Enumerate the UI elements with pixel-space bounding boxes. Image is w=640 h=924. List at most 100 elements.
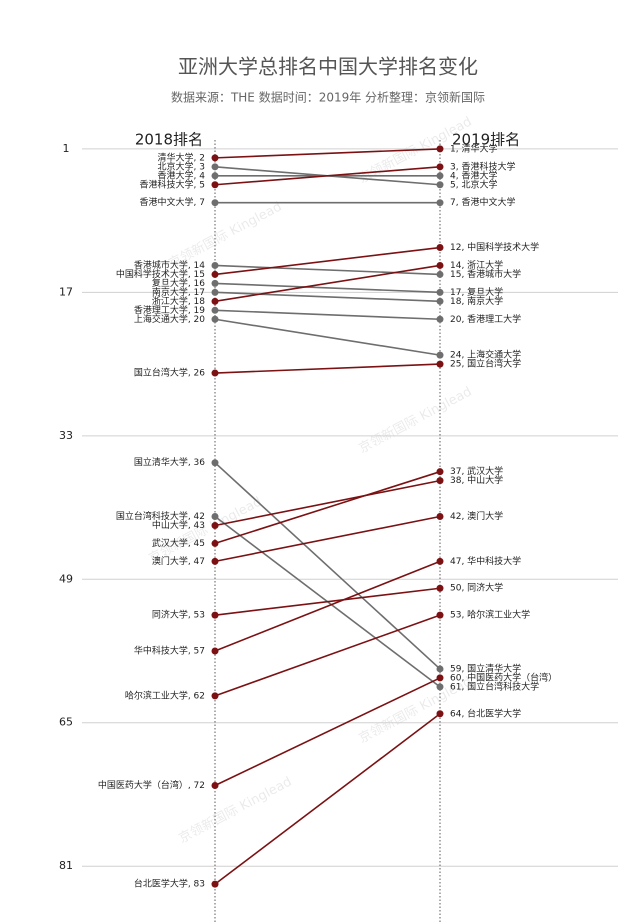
- rank-label: 香港中文大学, 7: [140, 196, 205, 208]
- rank-dot: [211, 279, 219, 287]
- slope-line: [214, 309, 441, 321]
- rank-label: 64, 台北医学大学: [450, 707, 521, 719]
- rank-dot: [436, 513, 444, 521]
- rank-dot: [436, 360, 444, 368]
- rank-label: 15, 香港城市大学: [450, 268, 521, 280]
- rank-label: 武汉大学, 45: [152, 537, 205, 549]
- rank-label: 5, 北京大学: [450, 178, 497, 190]
- rank-dot: [436, 288, 444, 296]
- slope-line: [214, 713, 441, 885]
- rank-label: 47, 华中科技大学: [450, 555, 521, 567]
- rank-label: 24, 上海交通大学: [450, 349, 521, 361]
- rank-dot: [211, 315, 219, 323]
- rank-dot: [211, 557, 219, 565]
- rank-dot: [211, 611, 219, 619]
- rank-label: 台北医学大学, 83: [134, 878, 205, 890]
- rank-dot: [211, 288, 219, 296]
- y-tick-label: 81: [59, 859, 73, 872]
- rank-dot: [436, 163, 444, 171]
- slope-line: [214, 318, 441, 356]
- rank-dot: [211, 163, 219, 171]
- rank-dot: [211, 369, 219, 377]
- rank-dot: [211, 880, 219, 888]
- rank-dot: [211, 782, 219, 790]
- rank-label: 南京大学, 17: [152, 286, 205, 298]
- rank-dot: [436, 244, 444, 252]
- slope-line: [214, 515, 441, 563]
- rank-label: 浙江大学, 18: [152, 295, 205, 307]
- slope-line: [214, 246, 441, 276]
- rank-dot: [436, 270, 444, 278]
- rank-dot: [436, 181, 444, 189]
- rank-dot: [211, 513, 219, 521]
- rank-dot: [436, 351, 444, 359]
- rank-label: 香港大学, 4: [158, 169, 206, 181]
- rank-dot: [436, 611, 444, 619]
- slope-line: [214, 264, 441, 276]
- rank-label: 华中科技大学, 57: [134, 645, 205, 657]
- y-tick-label: 49: [59, 572, 73, 585]
- rank-label: 国立清华大学, 36: [134, 456, 205, 468]
- rank-label: 7, 香港中文大学: [450, 196, 515, 208]
- rank-label: 北京大学, 3: [158, 160, 205, 172]
- chart-title: 亚洲大学总排名中国大学排名变化: [178, 55, 478, 79]
- rank-dot: [436, 477, 444, 485]
- slope-line: [214, 291, 441, 303]
- rank-label: 复旦大学, 16: [152, 277, 205, 289]
- column-label: 2019排名: [452, 131, 520, 149]
- rank-dot: [436, 468, 444, 476]
- rank-label: 同济大学, 53: [152, 609, 205, 621]
- rank-label: 42, 澳门大学: [450, 510, 503, 522]
- slope-line: [214, 479, 441, 527]
- slope-line: [214, 470, 441, 545]
- rank-dot: [211, 297, 219, 305]
- rank-dot: [211, 521, 219, 529]
- rank-dot: [436, 584, 444, 592]
- watermark: 京领新国际 Kinglead: [356, 384, 474, 457]
- slope-line: [214, 677, 441, 787]
- rank-label: 25, 国立台湾大学: [450, 358, 521, 370]
- slope-line: [214, 587, 441, 616]
- rank-label: 上海交通大学, 20: [134, 313, 205, 325]
- slope-line: [214, 363, 441, 374]
- rank-dot: [436, 315, 444, 323]
- rank-label: 14, 浙江大学: [450, 259, 503, 271]
- rank-dot: [211, 181, 219, 189]
- y-tick-label: 17: [59, 285, 73, 298]
- rank-label: 60, 中国医药大学（台湾）: [450, 671, 557, 683]
- slope-line: [214, 166, 441, 186]
- rank-dot: [211, 539, 219, 547]
- slope-line: [214, 560, 441, 652]
- rank-label: 37, 武汉大学: [450, 465, 503, 477]
- rank-label: 香港城市大学, 14: [134, 259, 205, 271]
- chart-subtitle: 数据来源：THE 数据时间：2019年 分析整理：京领新国际: [171, 90, 485, 105]
- rank-label: 17, 复旦大学: [450, 286, 503, 298]
- slope-line: [214, 282, 441, 294]
- rank-dot: [436, 261, 444, 269]
- rank-dot: [436, 683, 444, 691]
- rank-label: 澳门大学, 47: [152, 555, 205, 567]
- rank-label: 哈尔滨工业大学, 62: [125, 689, 205, 701]
- y-tick-label: 33: [59, 429, 73, 442]
- slope-line: [214, 148, 441, 159]
- rank-label: 4, 香港大学: [450, 169, 497, 181]
- y-tick-label: 1: [63, 142, 70, 155]
- rank-dot: [211, 692, 219, 700]
- rank-label: 中国科学技术大学, 15: [116, 268, 205, 280]
- rank-label: 59, 国立清华大学: [450, 662, 521, 674]
- rank-dot: [436, 145, 444, 153]
- rank-label: 50, 同济大学: [450, 582, 503, 594]
- rank-dot: [211, 261, 219, 269]
- rank-dot: [436, 297, 444, 305]
- rank-label: 38, 中山大学: [450, 474, 503, 486]
- rank-dot: [436, 674, 444, 682]
- rank-label: 3, 香港科技大学: [450, 160, 515, 172]
- rank-label: 1, 清华大学: [450, 142, 497, 154]
- rank-dot: [436, 557, 444, 565]
- rank-label: 61, 国立台湾科技大学: [450, 680, 539, 692]
- rank-label: 香港理工大学, 19: [134, 304, 205, 316]
- rank-dot: [211, 172, 219, 180]
- rank-dot: [211, 154, 219, 162]
- rank-label: 清华大学, 2: [158, 151, 205, 163]
